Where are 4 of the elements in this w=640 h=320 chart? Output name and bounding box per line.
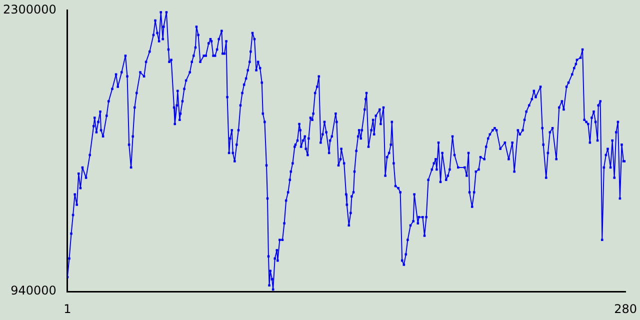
y-tick-label: 940000 bbox=[10, 284, 56, 298]
x-tick-label: 1 bbox=[64, 302, 72, 316]
x-tick-label: 280 bbox=[614, 302, 637, 316]
y-tick-label: 2300000 bbox=[2, 2, 56, 16]
